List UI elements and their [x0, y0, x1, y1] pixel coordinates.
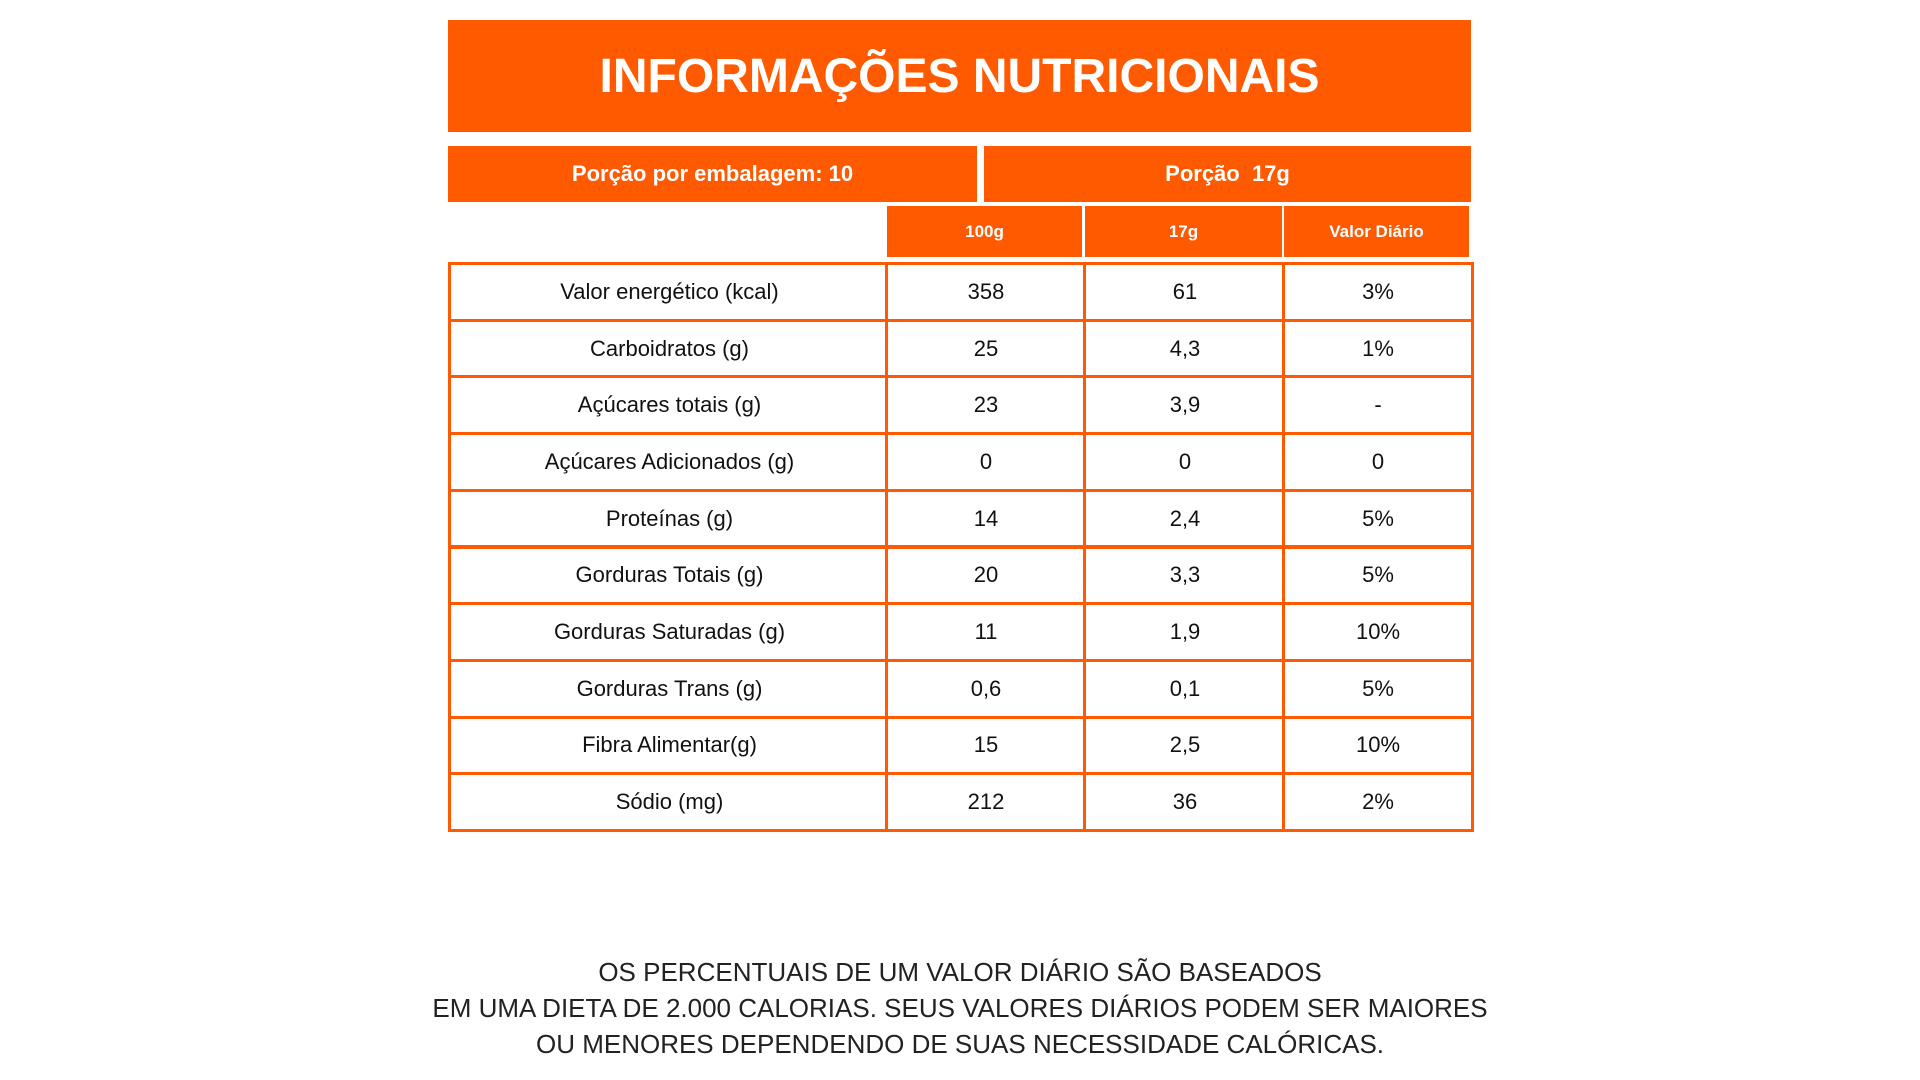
nutrient-value: 23 — [885, 375, 1087, 436]
nutrient-value: 2,4 — [1083, 488, 1287, 549]
nutrient-value: 1% — [1282, 318, 1474, 379]
nutrient-value: 20 — [885, 545, 1087, 606]
per-package: Porção por embalagem: 10 — [448, 146, 977, 202]
nutrient-value: 25 — [885, 318, 1087, 379]
column-header: 17g — [1085, 206, 1282, 257]
nutrient-value: 0,6 — [885, 658, 1087, 719]
nutrient-value: 2% — [1282, 772, 1474, 832]
nutrient-label: Açúcares totais (g) — [448, 375, 891, 436]
nutrient-value: 358 — [885, 262, 1087, 322]
footer-line: EM UMA DIETA DE 2.000 CALORIAS. SEUS VAL… — [432, 993, 1488, 1023]
nutrient-value: 15 — [885, 715, 1087, 776]
nutrient-value: - — [1282, 375, 1474, 436]
portion: Porção 17g — [984, 146, 1471, 202]
nutrient-value: 1,9 — [1083, 602, 1287, 662]
nutrient-value: 11 — [885, 602, 1087, 662]
nutrient-label: Gorduras Trans (g) — [448, 658, 891, 719]
nutrient-value: 0 — [1282, 432, 1474, 492]
nutrient-value: 10% — [1282, 602, 1474, 662]
nutrient-label: Gorduras Saturadas (g) — [448, 602, 891, 662]
nutrient-value: 2,5 — [1083, 715, 1287, 776]
column-header: 100g — [887, 206, 1082, 257]
nutrient-value: 3% — [1282, 262, 1474, 322]
nutrient-label: Fibra Alimentar(g) — [448, 715, 891, 776]
footer-line: OS PERCENTUAIS DE UM VALOR DIÁRIO SÃO BA… — [598, 957, 1322, 987]
nutrient-label: Sódio (mg) — [448, 772, 891, 832]
nutrient-value: 0 — [1083, 432, 1287, 492]
column-header: Valor Diário — [1284, 206, 1469, 257]
nutrient-label: Valor energético (kcal) — [448, 262, 891, 322]
footer-line: OU MENORES DEPENDENDO DE SUAS NECESSIDAD… — [535, 1029, 1385, 1059]
nutrient-value: 14 — [885, 488, 1087, 549]
nutrient-value: 36 — [1083, 772, 1287, 832]
nutrient-value: 0 — [885, 432, 1087, 492]
nutrient-label: Proteínas (g) — [448, 488, 891, 549]
nutrient-value: 61 — [1083, 262, 1287, 322]
nutrient-label: Açúcares Adicionados (g) — [448, 432, 891, 492]
nutrient-value: 0,1 — [1083, 658, 1287, 719]
nutrient-value: 3,9 — [1083, 375, 1287, 436]
nutrient-label: Gorduras Totais (g) — [448, 545, 891, 606]
nutrient-value: 10% — [1282, 715, 1474, 776]
nutrient-value: 5% — [1282, 658, 1474, 719]
nutrient-value: 212 — [885, 772, 1087, 832]
nutrient-label: Carboidratos (g) — [448, 318, 891, 379]
nutrient-value: 5% — [1282, 488, 1474, 549]
title: INFORMAÇÕES NUTRICIONAIS — [448, 20, 1471, 132]
nutrient-value: 3,3 — [1083, 545, 1287, 606]
nutrient-value: 4,3 — [1083, 318, 1287, 379]
nutrient-value: 5% — [1282, 545, 1474, 606]
